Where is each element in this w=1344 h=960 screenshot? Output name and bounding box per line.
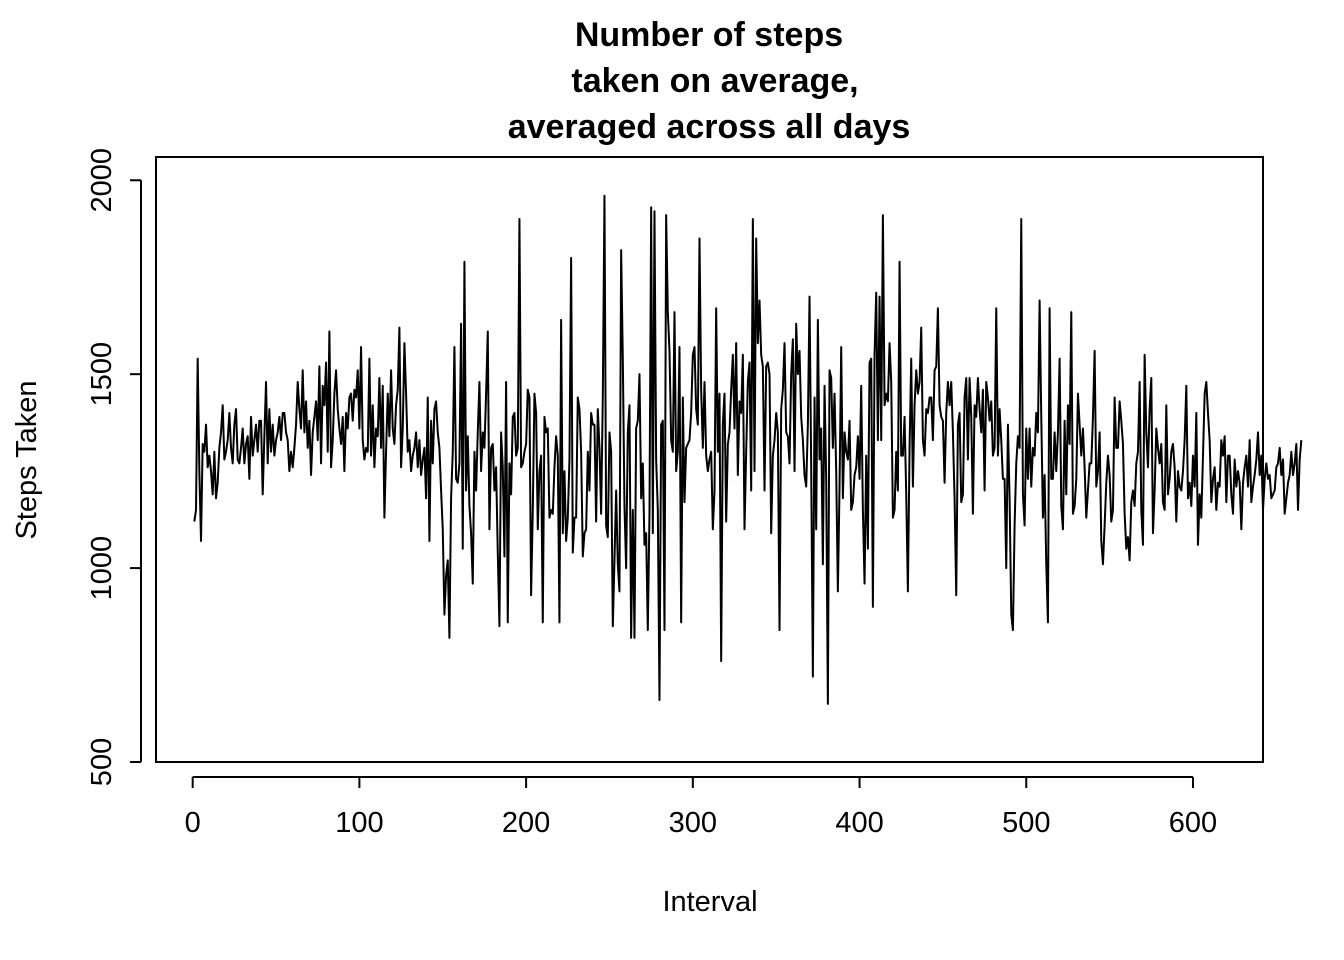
y-axis: 500 1000 1500 2000 (86, 148, 142, 786)
chart-title: Number of steps taken on average, averag… (508, 16, 911, 146)
y-tick-label: 1500 (86, 342, 118, 407)
y-axis-label: Steps Taken (11, 380, 43, 539)
y-tick-label: 2000 (86, 148, 118, 213)
steps-series-line (193, 194, 1303, 705)
x-tick-label: 300 (669, 807, 717, 839)
x-tick-label: 500 (1002, 807, 1050, 839)
title-line-1: Number of steps (575, 16, 843, 54)
x-tick-label: 400 (835, 807, 883, 839)
title-line-3: averaged across all days (508, 108, 911, 146)
y-tick-label: 500 (86, 738, 118, 786)
series-layer (193, 194, 1303, 705)
x-tick-label: 100 (335, 807, 383, 839)
x-tick-label: 600 (1169, 807, 1217, 839)
x-axis-label: Interval (662, 886, 757, 918)
x-tick-label: 200 (502, 807, 550, 839)
title-line-2: taken on average, (571, 62, 858, 100)
y-tick-label: 1000 (86, 536, 118, 601)
plot-area-frame (155, 156, 1264, 763)
x-axis: 0 100 200 300 400 500 600 (185, 776, 1217, 839)
x-tick-label: 0 (185, 807, 201, 839)
